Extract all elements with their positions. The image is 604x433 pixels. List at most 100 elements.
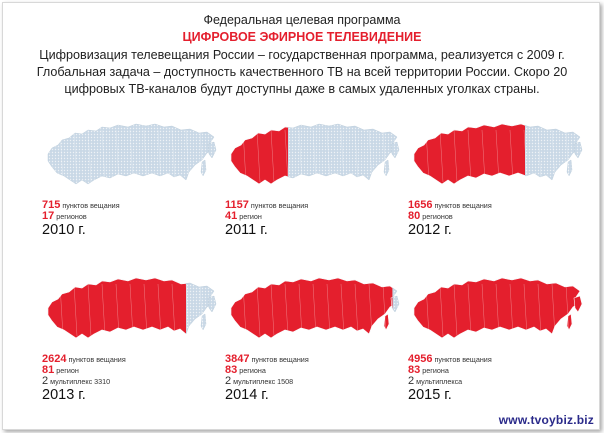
regions-count: 17 — [42, 210, 55, 222]
slide-frame — [2, 2, 600, 430]
region-boundary — [199, 283, 204, 337]
panel-2014: 3847 пунктов вещания 83 региона 2 мультипле… — [225, 272, 405, 422]
region-boundary — [171, 129, 176, 183]
site-watermark: www.tvoybiz.biz — [498, 413, 594, 427]
coverage-region — [413, 277, 581, 339]
region-boundary — [537, 283, 542, 337]
region-boundary — [326, 129, 331, 183]
region-boundary — [129, 129, 134, 183]
program-title: ЦИФРОВОЕ ЭФИРНОЕ ТЕЛЕВИДЕНИЕ — [182, 30, 422, 44]
region-boundary — [354, 129, 359, 183]
points-label: пунктов вещания — [250, 201, 309, 210]
year-label: 2015 г. — [408, 387, 452, 403]
year-label: 2014 г. — [225, 387, 269, 403]
region-boundary — [284, 129, 289, 183]
region-boundary — [453, 283, 458, 337]
region-boundary — [425, 129, 430, 183]
region-boundary — [551, 283, 556, 337]
points-count: 2624 — [42, 353, 67, 365]
region-boundary — [368, 283, 373, 337]
region-boundary — [425, 283, 430, 337]
region-boundary — [368, 129, 373, 183]
map-land-0 — [47, 123, 215, 185]
region-boundary — [143, 129, 148, 183]
region-boundary — [298, 129, 303, 183]
regions-label: регионов — [422, 212, 453, 221]
region-boundary — [185, 129, 190, 183]
mux-label: мультиплекса — [416, 377, 463, 386]
russia-map — [230, 123, 400, 185]
region-boundary — [382, 129, 387, 183]
russia-map — [413, 123, 583, 185]
region-boundary — [467, 129, 472, 183]
points-count: 1157 — [225, 199, 249, 211]
coverage-area — [47, 277, 186, 339]
coverage-region — [230, 277, 393, 339]
points-count: 1656 — [408, 199, 433, 211]
points-label: пунктов вещания — [251, 355, 309, 364]
region-boundary — [157, 283, 162, 337]
region-boundary — [256, 129, 261, 183]
region-boundary — [59, 283, 64, 337]
year-label: 2010 г. — [42, 222, 86, 238]
regions-label: региона — [239, 366, 266, 375]
regions-count: 81 — [42, 364, 55, 376]
russia-map — [413, 277, 583, 339]
year-label: 2011 г. — [225, 222, 268, 238]
mux-count: 2 — [225, 375, 232, 387]
regions-label: региона — [422, 366, 449, 375]
panel-2010: 715 пунктов вещания 17 регионов 2010 г. — [42, 118, 222, 268]
region-boundary — [523, 283, 528, 337]
mux-count: 2 — [408, 375, 415, 387]
region-boundary — [143, 283, 148, 337]
region-boundary — [354, 283, 359, 337]
region-boundary — [129, 283, 134, 337]
coverage-region — [390, 297, 393, 310]
region-boundary — [326, 283, 331, 337]
region-boundary — [284, 283, 289, 337]
region-boundary — [73, 129, 78, 183]
region-boundary — [439, 129, 444, 183]
map-land-2 — [390, 141, 400, 159]
panel-2011: 1157 пунктов вещания 41 регион 2011 г. — [225, 118, 405, 268]
regions-count: 80 — [408, 210, 421, 222]
region-boundary — [101, 129, 106, 183]
region-boundary — [87, 129, 92, 183]
region-boundary — [340, 283, 345, 337]
region-boundary — [453, 129, 458, 183]
region-boundary — [509, 283, 514, 337]
region-boundary — [312, 129, 317, 183]
description-line-2: Глобальная задача – доступность качестве… — [36, 65, 568, 79]
panel-2015: 4956 пунктов вещания 83 региона 2 мультипле… — [408, 272, 588, 422]
region-boundary — [495, 129, 500, 183]
region-boundary — [481, 129, 486, 183]
coverage-area — [413, 277, 583, 339]
region-boundary — [242, 129, 247, 183]
region-boundary — [312, 283, 317, 337]
region-boundary — [551, 129, 556, 183]
year-label: 2013 г. — [42, 387, 86, 403]
regions-label: регион — [239, 212, 262, 221]
panel-2013: 2624 пунктов вещания 81 регион 2 мультиплек… — [42, 272, 222, 422]
year-label: 2012 г. — [408, 222, 452, 238]
mux-count: 2 — [42, 375, 49, 387]
region-boundary — [73, 283, 78, 337]
russia-map — [230, 277, 400, 339]
region-boundary — [157, 129, 162, 183]
region-boundary — [185, 283, 190, 337]
region-boundary — [523, 129, 528, 183]
region-boundary — [270, 283, 275, 337]
region-boundary — [509, 129, 514, 183]
russia-map — [47, 277, 217, 339]
region-boundary — [340, 129, 345, 183]
region-boundary — [171, 283, 176, 337]
coverage-region — [47, 277, 186, 339]
regions-count: 83 — [408, 364, 421, 376]
map-land-2 — [207, 295, 217, 313]
region-boundary — [495, 283, 500, 337]
region-boundary — [467, 283, 472, 337]
coverage-area — [230, 277, 393, 339]
points-label: пунктов вещания — [62, 201, 120, 210]
map-land-2 — [207, 141, 217, 159]
region-boundary — [199, 129, 204, 183]
